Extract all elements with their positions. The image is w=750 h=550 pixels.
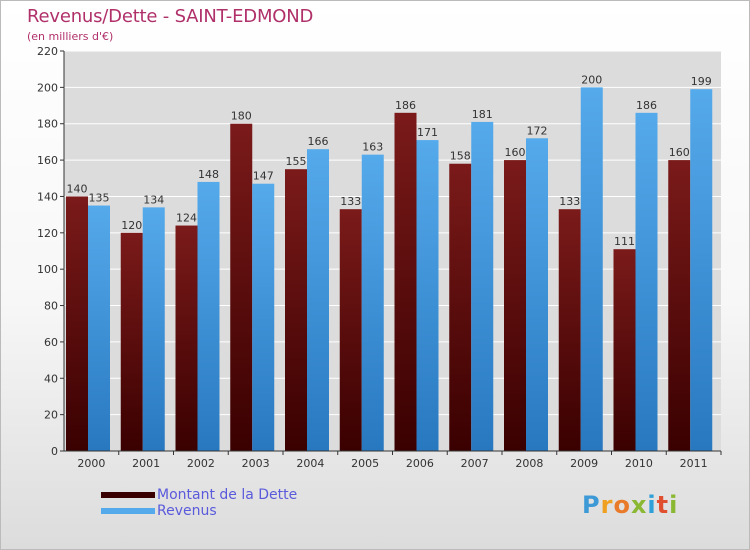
- y-tick-label: 60: [44, 336, 58, 349]
- bar-revenue: [361, 154, 384, 452]
- data-label-revenue: 200: [581, 73, 602, 86]
- data-label-revenue: 186: [636, 99, 657, 112]
- y-tick-label: 200: [37, 81, 58, 94]
- y-tick-label: 180: [37, 118, 58, 131]
- bar-debt: [230, 123, 253, 452]
- y-tick-label: 120: [37, 227, 58, 240]
- data-label-revenue: 135: [89, 192, 110, 205]
- x-tick-label: 2001: [132, 457, 160, 470]
- y-tick-label: 20: [44, 409, 58, 422]
- logo-letter: P: [582, 491, 601, 519]
- plot-area: [64, 51, 721, 451]
- logo-letter: i: [669, 491, 679, 519]
- data-label-debt: 158: [450, 150, 471, 163]
- data-label-debt: 140: [67, 182, 88, 195]
- bar-revenue: [142, 207, 165, 451]
- y-tick-label: 0: [51, 445, 58, 458]
- data-label-revenue: 181: [472, 108, 493, 121]
- y-tick-label: 40: [44, 372, 58, 385]
- bar-revenue: [416, 140, 439, 451]
- data-label-debt: 160: [505, 146, 526, 159]
- x-tick-label: 2007: [461, 457, 489, 470]
- data-label-debt: 180: [231, 110, 252, 123]
- legend-item-revenue: Revenus: [101, 503, 297, 519]
- chart-title: Revenus/Dette - SAINT-EDMOND: [27, 6, 314, 27]
- legend: Montant de la Dette Revenus: [101, 487, 297, 519]
- bar-revenue: [252, 183, 275, 451]
- logo-letter: t: [656, 491, 670, 519]
- x-tick-label: 2003: [242, 457, 270, 470]
- bar-revenue: [197, 181, 220, 451]
- data-label-debt: 124: [176, 212, 197, 225]
- x-tick-label: 2005: [351, 457, 379, 470]
- data-label-debt: 111: [614, 235, 635, 248]
- bar-debt: [175, 225, 198, 451]
- bars: [66, 87, 713, 452]
- x-tick-label: 2011: [680, 457, 708, 470]
- y-tick-label: 140: [37, 190, 58, 203]
- bar-debt: [285, 169, 307, 451]
- legend-label-debt: Montant de la Dette: [157, 487, 298, 503]
- y-tick-label: 160: [37, 154, 58, 167]
- legend-label-revenue: Revenus: [157, 503, 217, 519]
- legend-swatch-debt: [101, 492, 155, 498]
- x-tick-label: 2002: [187, 457, 215, 470]
- gridlines: [64, 50, 721, 416]
- logo-letter: o: [613, 491, 631, 519]
- y-tick-label: 80: [44, 300, 58, 313]
- data-label-revenue: 171: [417, 126, 438, 139]
- data-label-debt: 155: [286, 155, 307, 168]
- data-label-revenue: 199: [691, 75, 712, 88]
- x-tick-label: 2000: [77, 457, 105, 470]
- data-label-revenue: 163: [362, 141, 383, 154]
- x-tick-label: 2009: [570, 457, 598, 470]
- data-label-revenue: 166: [308, 135, 329, 148]
- data-label-revenue: 148: [198, 168, 219, 181]
- data-label-revenue: 134: [143, 193, 164, 206]
- bar-debt: [613, 249, 636, 451]
- x-tick-label: 2004: [296, 457, 324, 470]
- bar-debt: [504, 160, 526, 451]
- bar-revenue: [690, 89, 713, 451]
- data-label-revenue: 172: [527, 124, 548, 137]
- bar-debt: [668, 160, 691, 451]
- bar-debt: [558, 209, 581, 451]
- bar-debt: [449, 163, 472, 451]
- data-label-revenue: 147: [253, 170, 274, 183]
- x-tick-label: 2008: [515, 457, 543, 470]
- y-tick-label: 220: [37, 45, 58, 58]
- bar-revenue: [580, 87, 603, 451]
- x-tick-label: 2006: [406, 457, 434, 470]
- data-label-debt: 160: [669, 146, 690, 159]
- logo-letter: i: [647, 491, 657, 519]
- bar-revenue: [307, 149, 329, 451]
- x-tick-label: 2010: [625, 457, 653, 470]
- data-label-debt: 186: [395, 99, 416, 112]
- bar-revenue: [471, 121, 494, 451]
- proxiti-logo: Proxiti: [582, 491, 678, 519]
- bar-debt: [120, 232, 143, 451]
- bar-debt: [66, 196, 88, 451]
- bar-revenue: [526, 138, 548, 452]
- y-tick-label: 100: [37, 263, 58, 276]
- data-label-debt: 120: [121, 219, 142, 232]
- legend-item-debt: Montant de la Dette: [101, 487, 297, 503]
- logo-letter: x: [630, 491, 648, 519]
- bar-debt: [339, 209, 362, 451]
- bar-debt: [394, 112, 417, 452]
- data-label-debt: 133: [340, 195, 361, 208]
- legend-swatch-revenue: [101, 508, 155, 514]
- logo-letter: r: [600, 491, 614, 519]
- data-label-debt: 133: [559, 195, 580, 208]
- bar-revenue: [88, 205, 110, 451]
- bar-revenue: [635, 112, 658, 452]
- plot-background: [64, 51, 721, 451]
- chart-subtitle: (en milliers d'€): [27, 30, 114, 43]
